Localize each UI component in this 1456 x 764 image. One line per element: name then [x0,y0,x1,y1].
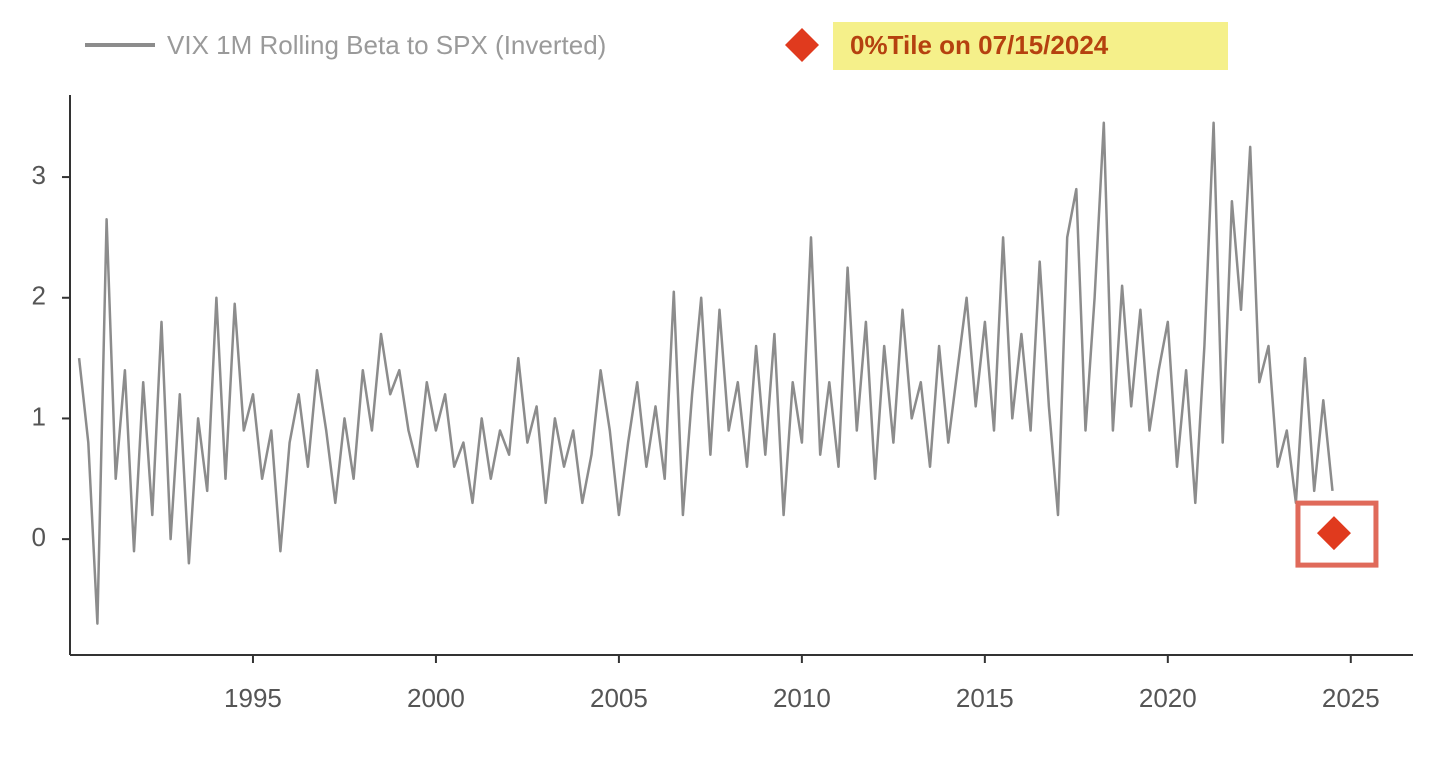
legend-label: VIX 1M Rolling Beta to SPX (Inverted) [167,30,606,60]
marker [1316,516,1351,551]
series-line [77,121,1334,625]
x-tick-label: 2015 [956,683,1014,713]
highlight-box [1295,500,1379,568]
legend-highlight [833,22,1228,70]
y-tick-label: 2 [32,281,46,311]
x-tick-label: 2010 [773,683,831,713]
x-tick-label: 2025 [1322,683,1380,713]
legend-marker [785,28,819,62]
y-tick-label: 0 [32,522,46,552]
x-tick-label: 2000 [407,683,465,713]
x-tick-label: 2005 [590,683,648,713]
x-tick-label: 2020 [1139,683,1197,713]
legend-label: 0%Tile on 07/15/2024 [850,30,1109,60]
y-tick-label: 3 [32,160,46,190]
x-tick-label: 1995 [224,683,282,713]
y-tick-label: 1 [32,401,46,431]
